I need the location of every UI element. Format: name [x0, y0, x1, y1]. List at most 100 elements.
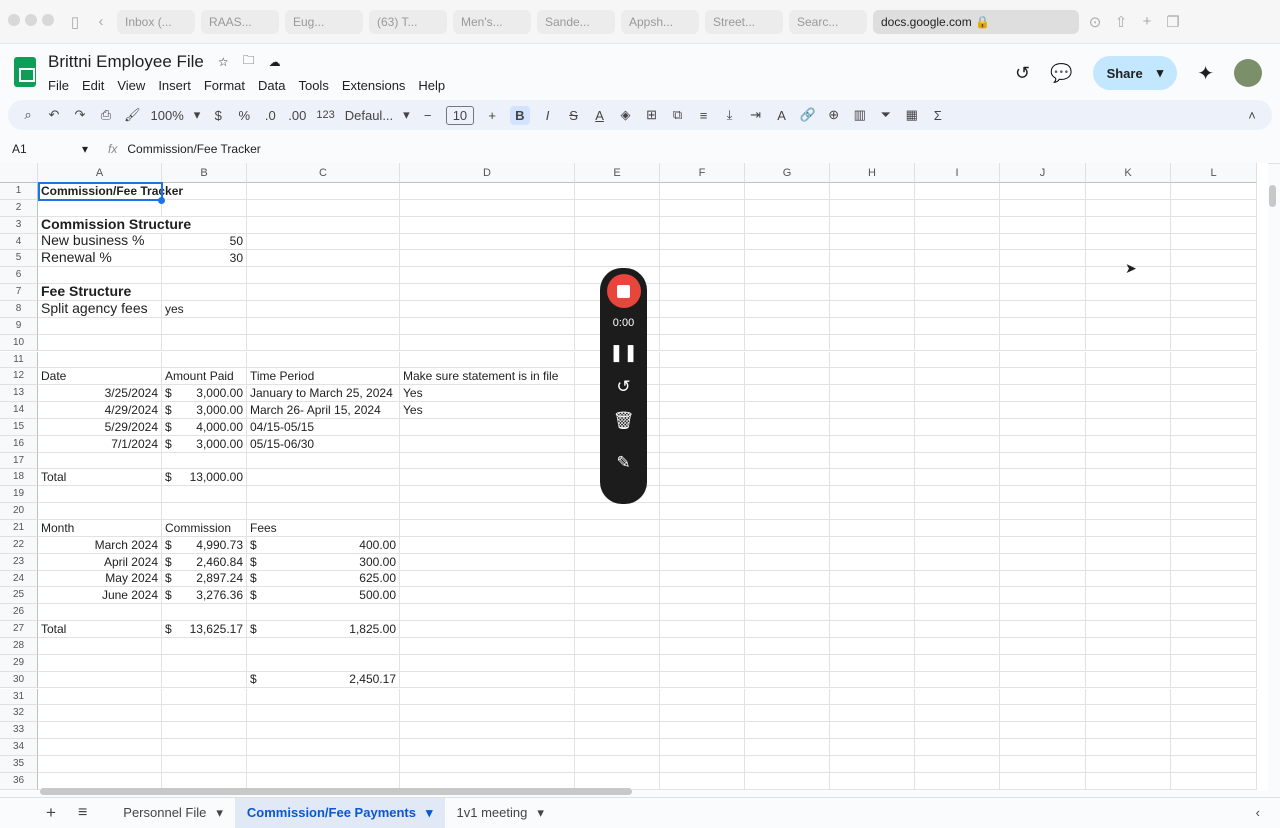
grid-cell[interactable] [745, 739, 830, 756]
grid-cell[interactable] [400, 233, 575, 251]
grid-cell[interactable] [247, 334, 400, 352]
grid-cell[interactable] [915, 637, 1000, 655]
grid-cell[interactable] [1000, 368, 1086, 386]
grid-cell[interactable] [1171, 587, 1257, 605]
grid-cell[interactable] [915, 317, 1000, 335]
grid-cell[interactable] [400, 267, 575, 285]
grid-cell[interactable] [1086, 570, 1171, 588]
grid-cell[interactable] [915, 671, 1000, 689]
selected-cell-a1[interactable] [38, 182, 163, 201]
grid-cell[interactable] [1000, 536, 1086, 554]
grid-cell[interactable] [660, 722, 745, 740]
valign-icon[interactable]: ⤓ [726, 107, 733, 122]
link-icon[interactable]: 🔗 [799, 107, 816, 122]
grid-cell[interactable] [915, 199, 1000, 217]
grid-cell[interactable] [1086, 705, 1171, 723]
grid-cell[interactable] [1000, 418, 1086, 436]
grid-cell[interactable] [1171, 486, 1257, 504]
column-header[interactable]: G [745, 163, 830, 183]
grid-cell[interactable] [1086, 654, 1171, 672]
grid-cell[interactable]: April 2024 [38, 553, 162, 571]
grid-cell[interactable] [745, 469, 830, 487]
grid-cell[interactable] [915, 267, 1000, 285]
grid-cell[interactable] [1000, 183, 1086, 200]
grid-cell[interactable] [575, 553, 660, 571]
grid-cell[interactable] [1086, 435, 1171, 453]
scroll-tabs-icon[interactable]: ‹ [1255, 805, 1260, 820]
grid-cell[interactable] [162, 654, 247, 672]
grid-cell[interactable] [162, 199, 247, 217]
grid-cell[interactable] [745, 452, 830, 470]
grid-cell[interactable]: $3,000.00 [162, 385, 247, 403]
italic-button[interactable]: I [545, 107, 550, 123]
grid-cell[interactable] [660, 267, 745, 285]
grid-cell[interactable]: $400.00 [247, 536, 400, 554]
menu-tools[interactable]: Tools [298, 78, 329, 93]
grid-cell[interactable] [1171, 621, 1257, 638]
grid-cell[interactable]: $300.00 [247, 553, 400, 571]
grid-cell[interactable] [830, 452, 915, 470]
grid-cell[interactable] [400, 621, 575, 638]
grid-cell[interactable] [745, 351, 830, 369]
grid-cell[interactable] [1000, 503, 1086, 520]
grid-cell[interactable] [660, 755, 745, 773]
grid-cell[interactable] [1171, 300, 1257, 318]
grid-cell[interactable]: Amount Paid [162, 368, 247, 386]
grid-cell[interactable] [830, 722, 915, 740]
grid-cell[interactable] [1000, 233, 1086, 251]
grid-cell[interactable] [830, 267, 915, 285]
grid-cell[interactable] [1086, 250, 1171, 268]
grid-cell[interactable]: $13,625.17 [162, 621, 247, 638]
chevron-down-icon[interactable]: ▾ [1156, 65, 1164, 80]
row-header[interactable]: 29 [0, 654, 38, 672]
percent-format-button[interactable]: % [238, 107, 251, 123]
grid-cell[interactable] [575, 755, 660, 773]
grid-cell[interactable] [915, 654, 1000, 672]
grid-cell[interactable] [575, 604, 660, 622]
grid-cell[interactable]: Renewal % [38, 249, 162, 268]
print-icon[interactable]: ⎙ [100, 107, 112, 122]
grid-cell[interactable] [575, 183, 660, 200]
grid-cell[interactable] [745, 755, 830, 773]
grid-cell[interactable] [38, 503, 162, 520]
row-header[interactable]: 24 [0, 570, 38, 588]
row-header[interactable]: 33 [0, 722, 38, 740]
grid-cell[interactable] [400, 637, 575, 655]
row-header[interactable]: 25 [0, 587, 38, 605]
grid-cell[interactable] [1086, 739, 1171, 756]
menu-edit[interactable]: Edit [81, 78, 105, 93]
grid-cell[interactable] [162, 755, 247, 773]
grid-cell[interactable] [830, 520, 915, 537]
menu-view[interactable]: View [117, 78, 146, 93]
grid-cell[interactable] [660, 654, 745, 672]
grid-cell[interactable] [1000, 654, 1086, 672]
grid-cell[interactable] [400, 250, 575, 268]
grid-cell[interactable] [400, 334, 575, 352]
grid-cell[interactable]: May 2024 [38, 570, 162, 588]
grid-cell[interactable] [660, 334, 745, 352]
grid-cell[interactable] [400, 755, 575, 773]
grid-cell[interactable] [745, 435, 830, 453]
grid-cell[interactable] [38, 334, 162, 352]
row-header[interactable]: 31 [0, 688, 38, 706]
row-header[interactable]: 23 [0, 553, 38, 571]
grid-cell[interactable] [162, 503, 247, 520]
row-header[interactable]: 19 [0, 486, 38, 504]
grid-cell[interactable] [745, 654, 830, 672]
grid-cell[interactable] [745, 553, 830, 571]
grid-cell[interactable] [1086, 267, 1171, 285]
grid-cell[interactable] [660, 536, 745, 554]
select-all-corner[interactable] [0, 163, 38, 183]
grid-cell[interactable] [1000, 351, 1086, 369]
grid-cell[interactable] [1171, 755, 1257, 773]
grid-cell[interactable] [1086, 621, 1171, 638]
row-header[interactable]: 1 [0, 183, 38, 200]
grid-cell[interactable] [1000, 435, 1086, 453]
grid-cell[interactable] [830, 300, 915, 318]
grid-cell[interactable] [1171, 654, 1257, 672]
column-header[interactable]: D [400, 163, 575, 183]
grid-cell[interactable] [1171, 604, 1257, 622]
restart-icon[interactable]: ↺ [616, 377, 631, 396]
row-header[interactable]: 30 [0, 671, 38, 689]
grid-cell[interactable] [1171, 284, 1257, 301]
